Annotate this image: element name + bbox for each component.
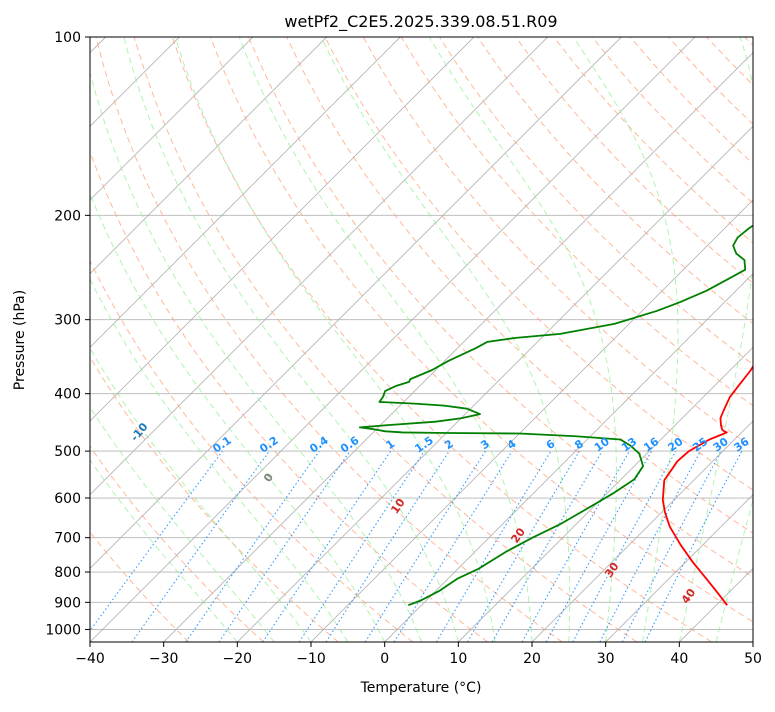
x-tick-label: 40 [670,651,688,667]
x-tick-label: 0 [380,651,389,667]
y-tick-label: 900 [54,595,81,611]
x-tick-label: 30 [597,651,615,667]
y-tick-label: 700 [54,531,81,547]
chart-title: wetPf2_C2E5.2025.339.08.51.R09 [284,12,557,32]
y-tick-label: 600 [54,491,81,507]
y-tick-label: 1000 [45,622,81,638]
y-tick-label: 100 [54,30,81,46]
y-axis-title: Pressure (hPa) [12,290,28,390]
x-tick-label: −30 [149,651,179,667]
x-axis-title: Temperature (°C) [360,680,482,696]
x-tick-label: −40 [75,651,105,667]
x-tick-label: 10 [449,651,467,667]
x-tick-label: 50 [744,651,762,667]
y-tick-label: 500 [54,444,81,460]
x-tick-label: −20 [223,651,253,667]
x-tick-label: −10 [296,651,326,667]
y-tick-label: 800 [54,565,81,581]
y-tick-label: 300 [54,313,81,329]
x-tick-label: 20 [523,651,541,667]
y-tick-label: 400 [54,387,81,403]
y-tick-label: 200 [54,208,81,224]
